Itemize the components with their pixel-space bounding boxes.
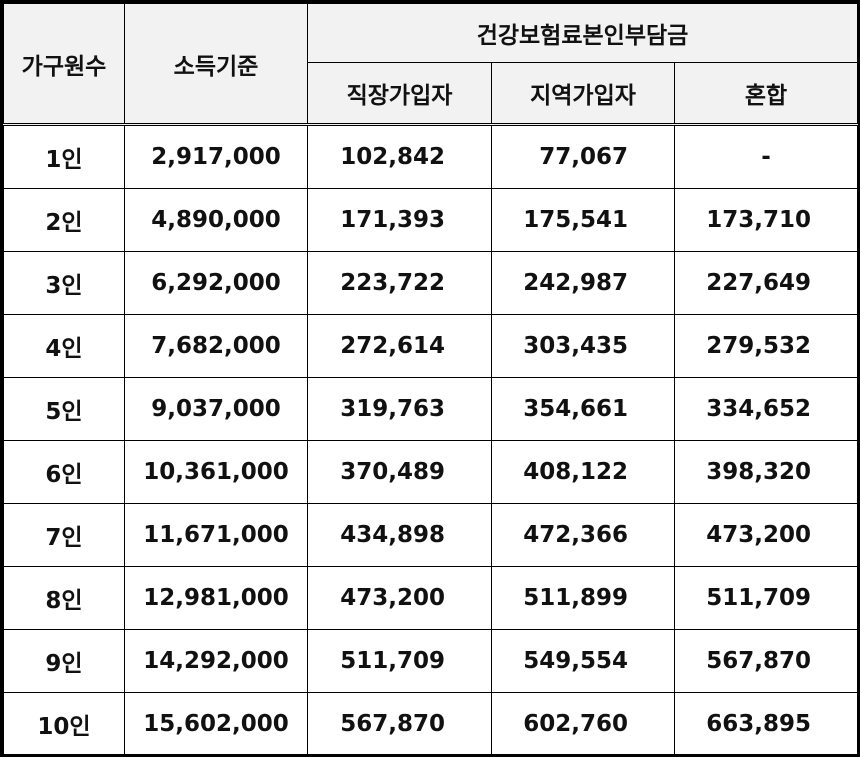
cell-mixed: 473,200 [673,503,859,567]
cell-regional: 354,661 [491,377,675,441]
cell-income: 9,037,000 [124,377,308,441]
cell-employee: 567,870 [307,692,492,756]
cell-employee: 223,722 [307,251,492,315]
cell-employee: 171,393 [307,188,492,252]
header-employee: 직장가입자 [307,62,492,126]
cell-income: 2,917,000 [124,124,308,189]
cell-employee: 434,898 [307,503,492,567]
cell-regional: 408,122 [491,440,675,504]
table-row: 7인 11,671,000 434,898 472,366 473,200 [3,503,859,567]
cell-regional: 175,541 [491,188,675,252]
cell-income: 6,292,000 [124,251,308,315]
cell-income: 15,602,000 [124,692,308,756]
cell-household: 4인 [3,314,125,378]
header-household: 가구원수 [3,3,125,126]
cell-household: 6인 [3,440,125,504]
cell-mixed: 173,710 [673,188,859,252]
cell-mixed: 511,709 [673,566,859,630]
cell-income: 12,981,000 [124,566,308,630]
cell-regional: 602,760 [491,692,675,756]
cell-employee: 319,763 [307,377,492,441]
cell-mixed: 567,870 [673,629,859,693]
cell-employee: 473,200 [307,566,492,630]
cell-employee: 511,709 [307,629,492,693]
cell-regional: 77,067 [491,124,675,189]
table-row: 9인 14,292,000 511,709 549,554 567,870 [3,629,859,693]
table-row: 4인 7,682,000 272,614 303,435 279,532 [3,314,859,378]
table-row: 1인 2,917,000 102,842 77,067 - [3,124,859,189]
cell-income: 7,682,000 [124,314,308,378]
cell-household: 5인 [3,377,125,441]
cell-income: 11,671,000 [124,503,308,567]
cell-employee: 370,489 [307,440,492,504]
cell-income: 10,361,000 [124,440,308,504]
cell-regional: 303,435 [491,314,675,378]
cell-employee: 272,614 [307,314,492,378]
cell-mixed: - [673,124,859,189]
cell-mixed: 279,532 [673,314,859,378]
table-row: 8인 12,981,000 473,200 511,899 511,709 [3,566,859,630]
table-row: 3인 6,292,000 223,722 242,987 227,649 [3,251,859,315]
cell-income: 14,292,000 [124,629,308,693]
cell-mixed: 334,652 [673,377,859,441]
table-row: 2인 4,890,000 171,393 175,541 173,710 [3,188,859,252]
table-body: 1인 2,917,000 102,842 77,067 - 2인 4,890,0… [3,124,859,756]
cell-regional: 242,987 [491,251,675,315]
cell-household: 3인 [3,251,125,315]
cell-household: 9인 [3,629,125,693]
table-header: 가구원수 소득기준 건강보험료본인부담금 직장가입자 지역가입자 혼합 [3,3,859,126]
cell-household: 1인 [3,124,125,189]
cell-regional: 472,366 [491,503,675,567]
table-row: 5인 9,037,000 319,763 354,661 334,652 [3,377,859,441]
table-row: 10인 15,602,000 567,870 602,760 663,895 [3,692,859,756]
cell-mixed: 398,320 [673,440,859,504]
cell-regional: 549,554 [491,629,675,693]
cell-household: 10인 [3,692,125,756]
cell-employee: 102,842 [307,124,492,189]
cell-income: 4,890,000 [124,188,308,252]
header-mixed: 혼합 [673,62,859,126]
cell-mixed: 663,895 [673,692,859,756]
header-premium-group: 건강보험료본인부담금 [306,3,859,63]
table-row: 6인 10,361,000 370,489 408,122 398,320 [3,440,859,504]
cell-household: 2인 [3,188,125,252]
cell-household: 8인 [3,566,125,630]
premium-table: 가구원수 소득기준 건강보험료본인부담금 직장가입자 지역가입자 혼합 1인 2… [3,3,859,756]
cell-household: 7인 [3,503,125,567]
cell-regional: 511,899 [491,566,675,630]
header-regional: 지역가입자 [491,62,675,126]
header-income: 소득기준 [124,3,308,126]
cell-mixed: 227,649 [673,251,859,315]
